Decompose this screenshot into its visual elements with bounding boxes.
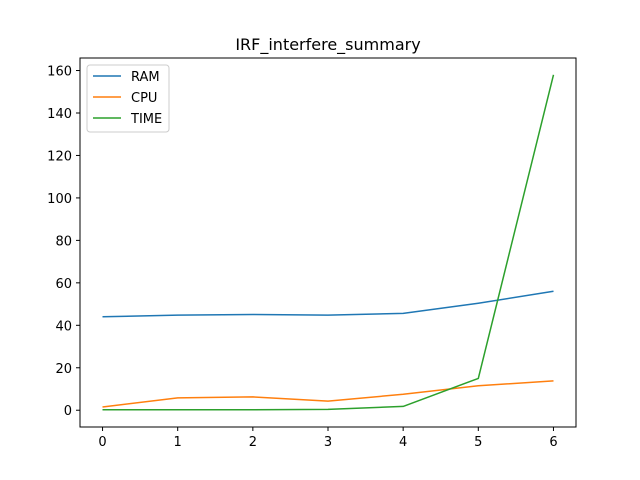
y-tick-label: 140 bbox=[47, 107, 72, 122]
x-tick-label: 2 bbox=[249, 435, 257, 450]
legend-label-cpu: CPU bbox=[131, 91, 157, 106]
y-tick-label: 80 bbox=[55, 234, 72, 249]
y-tick-label: 0 bbox=[64, 404, 72, 419]
y-tick-label: 160 bbox=[47, 65, 72, 80]
x-tick-label: 0 bbox=[98, 435, 106, 450]
x-tick-label: 1 bbox=[174, 435, 182, 450]
series-line-time bbox=[102, 74, 555, 411]
x-tick-label: 4 bbox=[399, 435, 407, 450]
legend-box bbox=[86, 64, 170, 133]
x-tick-label: 3 bbox=[324, 435, 332, 450]
y-tick-label: 120 bbox=[47, 149, 72, 164]
legend: RAM CPU TIME bbox=[86, 64, 170, 133]
y-tick-label: 60 bbox=[55, 277, 72, 292]
legend-label-ram: RAM bbox=[131, 70, 160, 85]
series-line-ram bbox=[102, 290, 554, 318]
legend-label-time: TIME bbox=[130, 112, 162, 127]
y-tick-label: 20 bbox=[55, 362, 72, 377]
x-axis: 0 1 2 3 4 5 6 bbox=[98, 427, 558, 450]
y-tick-label: 40 bbox=[55, 319, 72, 334]
chart-title: IRF_interfere_summary bbox=[235, 35, 420, 55]
x-tick-label: 5 bbox=[474, 435, 482, 450]
y-tick-label: 100 bbox=[47, 192, 72, 207]
x-tick-label: 6 bbox=[549, 435, 557, 450]
series-layer bbox=[102, 74, 555, 411]
y-axis: 0 20 40 60 80 100 120 140 160 bbox=[47, 65, 80, 419]
series-line-cpu bbox=[102, 380, 554, 408]
